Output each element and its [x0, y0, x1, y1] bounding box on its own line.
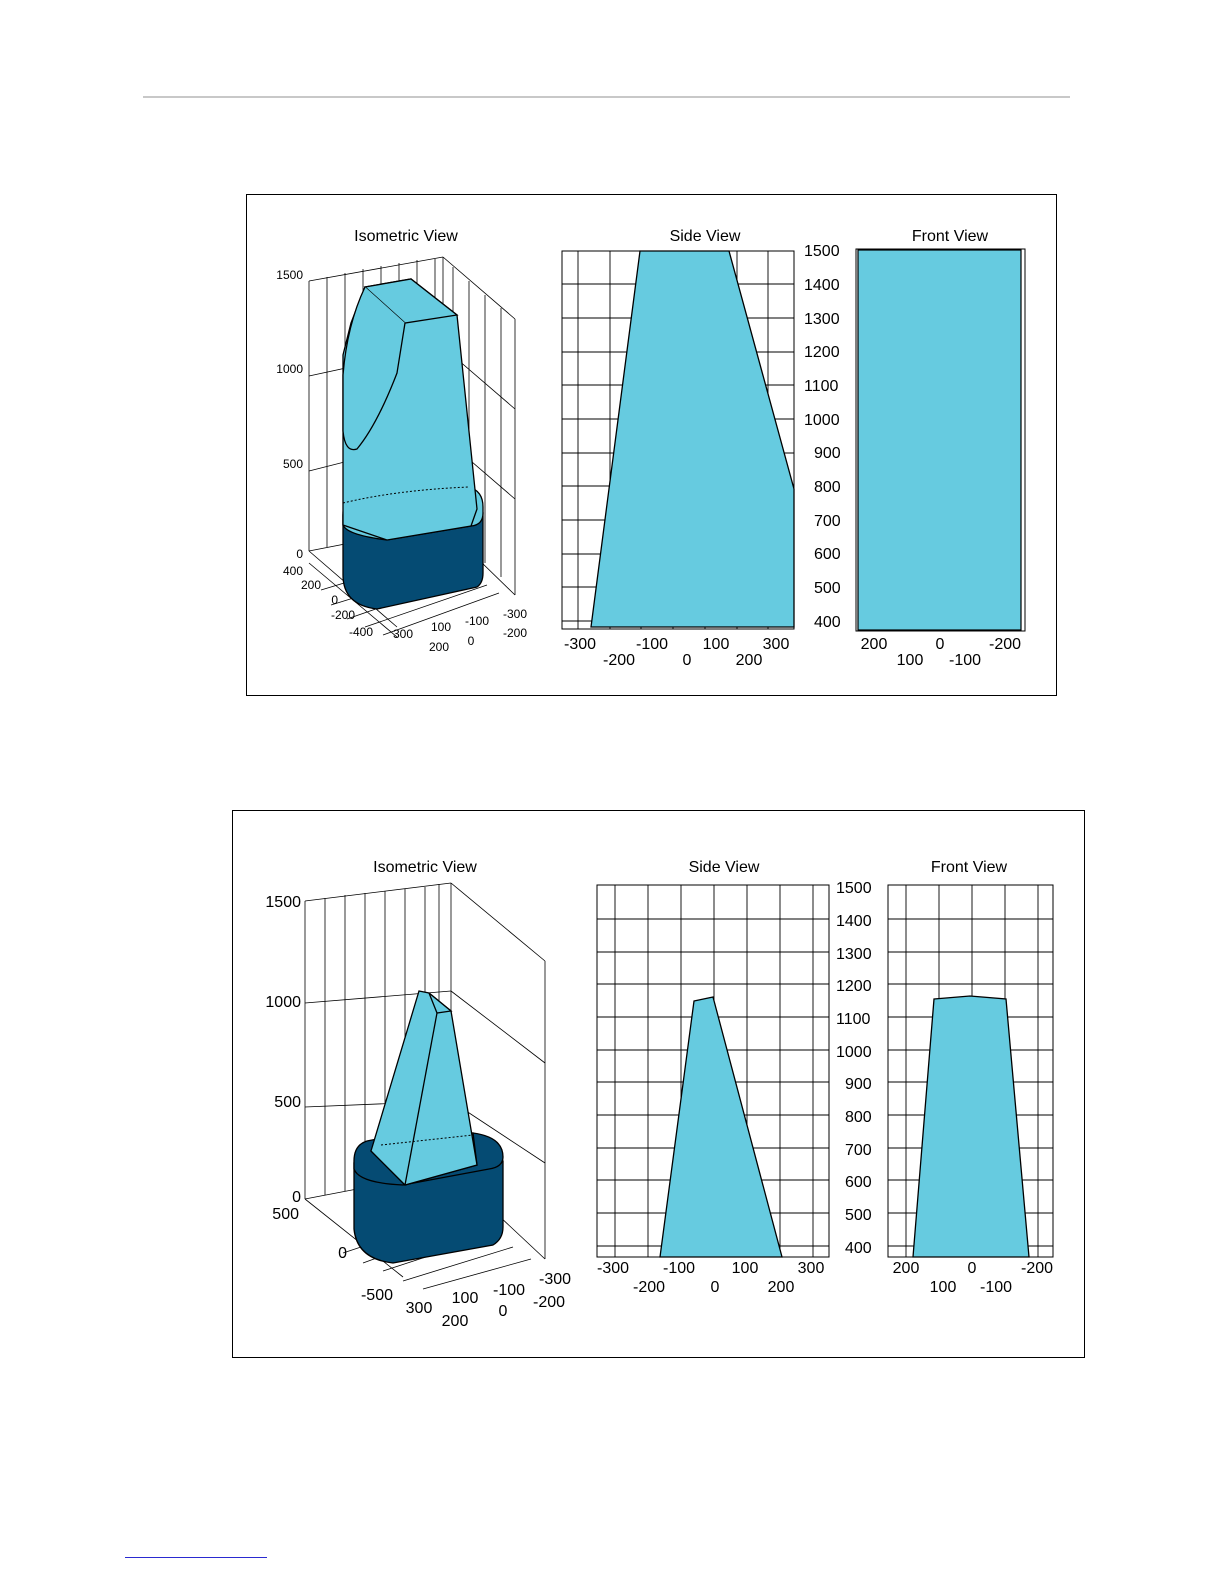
height-tick: 800: [814, 479, 841, 496]
side-view-title: Side View: [689, 859, 760, 876]
iso-y-tick: 0: [468, 634, 475, 648]
height-tick: 1300: [804, 311, 840, 328]
side-x-tick: -200: [633, 1279, 665, 1296]
iso-y-tick: 300: [406, 1300, 433, 1317]
height-tick: 700: [845, 1142, 872, 1159]
side-x-tick: -200: [603, 652, 635, 669]
iso-y-tick: -100: [465, 614, 489, 628]
side-view: [561, 250, 795, 630]
height-tick: 700: [814, 513, 841, 530]
iso-x-tick: -500: [361, 1287, 393, 1304]
front-x-tick: 100: [930, 1279, 957, 1296]
height-tick: 1200: [804, 344, 840, 361]
iso-view-title: Isometric View: [373, 859, 477, 876]
height-tick: 600: [845, 1174, 872, 1191]
front-x-tick: 200: [861, 636, 888, 653]
height-tick: 1000: [804, 412, 840, 429]
iso-z-tick: 500: [283, 457, 303, 471]
side-view-title: Side View: [670, 228, 741, 245]
front-x-tick: 200: [893, 1260, 920, 1277]
iso-y-tick: 100: [452, 1290, 479, 1307]
side-x-tick: -100: [663, 1260, 695, 1277]
front-view: [887, 884, 1054, 1258]
figure-1-canvas: Isometric View Side View Front View: [276, 228, 1026, 669]
front-x-tick: 100: [897, 652, 924, 669]
side-x-tick: -100: [636, 636, 668, 653]
iso-y-tick: -300: [539, 1271, 571, 1288]
iso-z-tick: 1500: [265, 894, 301, 911]
height-tick: 1000: [836, 1044, 872, 1061]
iso-z-tick: 500: [274, 1094, 301, 1111]
height-tick: 900: [814, 445, 841, 462]
iso-x-tick: 400: [283, 564, 303, 578]
height-tick: 1100: [804, 378, 839, 395]
front-view-title: Front View: [912, 228, 989, 245]
iso-x-tick: -400: [349, 625, 373, 639]
side-view: [596, 884, 830, 1258]
footnote-rule: [125, 1557, 267, 1558]
iso-y-tick: -300: [503, 607, 527, 621]
iso-y-tick: 300: [393, 627, 413, 641]
header-rule: [143, 96, 1070, 98]
side-x-tick: 100: [732, 1260, 759, 1277]
side-x-tick: 300: [763, 636, 790, 653]
iso-view-title: Isometric View: [354, 228, 458, 245]
iso-z-tick: 0: [296, 547, 303, 561]
front-x-tick: 0: [968, 1260, 977, 1277]
height-tick: 400: [845, 1240, 872, 1257]
height-tick: 800: [845, 1109, 872, 1126]
height-tick: 1300: [836, 946, 872, 963]
iso-y-tick: -200: [503, 626, 527, 640]
height-tick: 1500: [804, 243, 840, 260]
iso-x-tick: -200: [331, 608, 355, 622]
height-tick: 1400: [836, 913, 872, 930]
iso-y-tick: -100: [493, 1282, 525, 1299]
side-x-tick: 100: [703, 636, 730, 653]
iso-x-tick: 500: [272, 1206, 299, 1223]
iso-x-tick: 200: [301, 578, 321, 592]
front-x-tick: -100: [949, 652, 981, 669]
front-x-tick: -200: [1021, 1260, 1053, 1277]
side-x-tick: 0: [683, 652, 692, 669]
iso-y-tick: 200: [442, 1313, 469, 1330]
side-x-tick: 200: [736, 652, 763, 669]
height-tick: 1200: [836, 978, 872, 995]
iso-view: [308, 256, 516, 638]
figure-1: Isometric View Side View Front View: [246, 194, 1057, 696]
side-x-tick: -300: [597, 1260, 629, 1277]
front-x-tick: -100: [980, 1279, 1012, 1296]
iso-y-tick: 0: [499, 1303, 508, 1320]
side-x-tick: 0: [711, 1279, 720, 1296]
height-tick: 1500: [836, 880, 872, 897]
height-tick: 400: [814, 614, 841, 631]
height-tick: 600: [814, 546, 841, 563]
iso-y-tick: -200: [533, 1294, 565, 1311]
side-x-tick: -300: [564, 636, 596, 653]
iso-y-tick: 200: [429, 640, 449, 654]
iso-z-tick: 0: [292, 1189, 301, 1206]
iso-x-tick: 0: [331, 593, 338, 607]
height-tick: 1100: [836, 1011, 871, 1028]
iso-z-tick: 1500: [276, 268, 303, 282]
front-view-title: Front View: [931, 859, 1008, 876]
front-view: [855, 248, 1026, 632]
figure-2-canvas: Isometric View Side View Front View: [265, 859, 1054, 1330]
figure-2: Isometric View Side View Front View: [232, 810, 1085, 1358]
side-x-tick: 200: [768, 1279, 795, 1296]
iso-z-tick: 1000: [265, 994, 301, 1011]
iso-x-tick: 0: [338, 1245, 347, 1262]
front-x-tick: 0: [936, 636, 945, 653]
iso-z-tick: 1000: [276, 362, 303, 376]
iso-view: [304, 882, 546, 1290]
height-tick: 500: [814, 580, 841, 597]
height-tick: 1400: [804, 277, 840, 294]
iso-y-tick: 100: [431, 620, 451, 634]
front-x-tick: -200: [989, 636, 1021, 653]
height-tick: 500: [845, 1207, 872, 1224]
side-x-tick: 300: [798, 1260, 825, 1277]
height-tick: 900: [845, 1076, 872, 1093]
